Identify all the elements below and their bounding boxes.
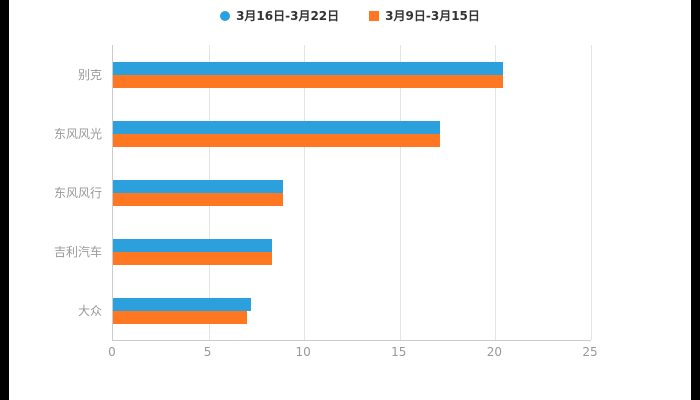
legend-item-series-1[interactable]: 3月9日-3月15日 [369,7,480,24]
bar-series-0-别克[interactable] [113,61,504,75]
gridline [495,45,497,340]
right-edge-bar [691,0,700,400]
chart-legend: 3月16日-3月22日 3月9日-3月15日 [0,7,700,24]
bar-group [113,297,591,324]
y-axis-label: 吉利汽车 [53,245,102,259]
bar-group [113,61,591,88]
y-axis-label: 别克 [77,68,102,82]
x-axis-tick-label: 10 [295,345,311,359]
gridline [304,45,306,340]
bar-series-1-东风风光[interactable] [113,133,440,147]
legend-item-series-0[interactable]: 3月16日-3月22日 [220,7,339,24]
y-axis-label: 东风风行 [53,186,102,200]
bar-series-0-东风风行[interactable] [113,179,284,193]
x-axis-tick-label: 15 [391,345,407,359]
category-row [113,104,591,163]
category-row [113,281,591,340]
legend-label: 3月16日-3月22日 [236,9,340,23]
category-row [113,163,591,222]
category-row [113,45,591,104]
bar-group [113,238,591,265]
x-axis: 0 5 10 15 20 25 [108,345,597,365]
x-axis-tick-label: 5 [203,345,212,359]
category-row [113,222,591,281]
y-axis-label: 东风风光 [53,127,102,141]
bar-group [113,179,591,206]
gridline [591,45,592,340]
gridline [399,45,401,340]
legend-label: 3月9日-3月15日 [385,9,480,23]
bar-series-0-吉利汽车[interactable] [113,238,272,252]
y-axis-labels: 别克东风风光东风风行吉利汽车大众 [0,45,102,340]
legend-marker-circle-icon [220,10,231,21]
bar-series-1-别克[interactable] [113,74,504,88]
x-axis-tick-label: 0 [108,345,116,359]
left-edge-bar [0,0,9,400]
bar-series-1-东风风行[interactable] [113,192,284,206]
legend-marker-square-icon [369,10,380,21]
bar-group [113,120,591,147]
bar-series-0-东风风光[interactable] [113,120,440,134]
x-axis-tick-label: 25 [582,345,598,359]
plot-area [112,45,592,341]
x-axis-tick-label: 20 [486,345,503,359]
bar-series-1-大众[interactable] [113,310,247,324]
bar-series-0-大众[interactable] [113,297,251,311]
bar-series-1-吉利汽车[interactable] [113,251,272,265]
y-axis-label: 大众 [77,304,102,318]
